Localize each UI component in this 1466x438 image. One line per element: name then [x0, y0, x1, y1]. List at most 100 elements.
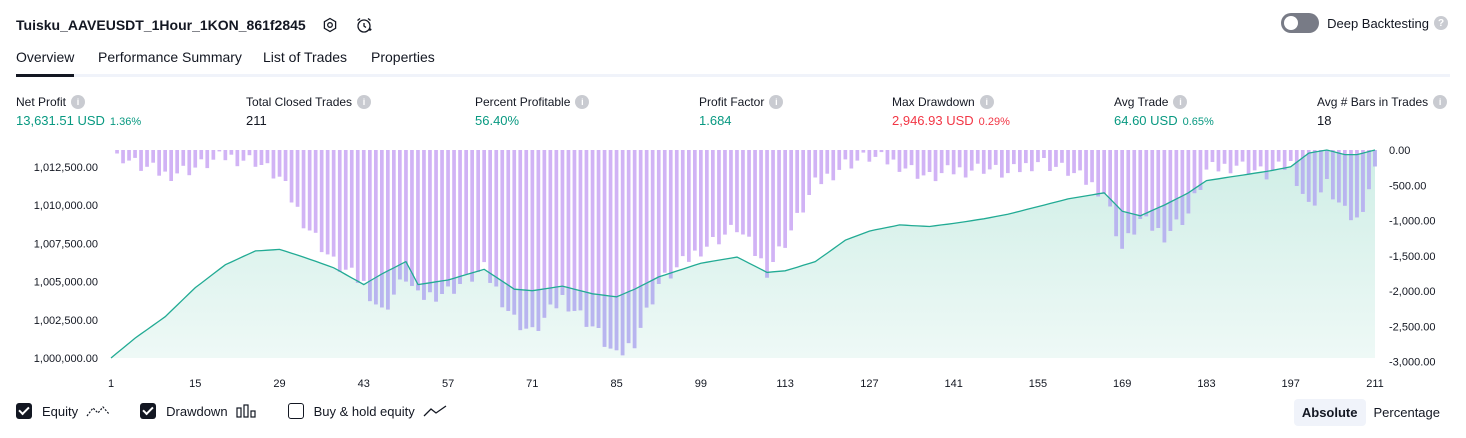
- info-icon[interactable]: i: [71, 94, 86, 109]
- drawdown-bar: [584, 150, 589, 327]
- metric-label: Avg Trade: [1114, 94, 1169, 109]
- drawdown-bar: [512, 150, 517, 315]
- y-left-tick-label: 1,010,000.00: [34, 200, 98, 212]
- drawdown-bar: [723, 150, 727, 235]
- help-icon[interactable]: ?: [1434, 16, 1448, 30]
- drawdown-bar: [879, 150, 884, 153]
- drawdown-bar: [1186, 150, 1191, 214]
- drawdown-bar: [1048, 150, 1052, 171]
- legend-drawdown[interactable]: Drawdown: [140, 403, 257, 419]
- drawdown-bar-overlap: [536, 289, 541, 331]
- percentage-mode-button[interactable]: Percentage: [1373, 405, 1441, 420]
- legend-equity-label: Equity: [42, 403, 79, 419]
- drawdown-bar: [1144, 150, 1149, 217]
- legend-buy-hold-label: Buy & hold equity: [313, 403, 415, 419]
- drawdown-bar: [187, 150, 192, 176]
- drawdown-bar-overlap: [602, 295, 607, 347]
- drawdown-bar: [506, 150, 511, 311]
- y-right-tick-label: 0.00: [1389, 145, 1410, 157]
- drawdown-bar: [325, 150, 330, 255]
- drawdown-bar: [392, 150, 396, 295]
- absolute-mode-button[interactable]: Absolute: [1293, 399, 1366, 426]
- drawdown-bar: [1108, 150, 1112, 207]
- drawdown-bar: [662, 150, 667, 273]
- drawdown-bar: [428, 150, 432, 293]
- x-tick-label: 43: [358, 378, 370, 390]
- drawdown-bar: [656, 150, 661, 284]
- x-tick-label: 57: [442, 378, 454, 390]
- drawdown-bar: [175, 150, 179, 174]
- drawdown-bar: [873, 150, 878, 157]
- drawdown-checkbox[interactable]: [140, 403, 157, 419]
- drawdown-bar-overlap: [500, 281, 505, 308]
- drawdown-bar-overlap: [1198, 184, 1203, 190]
- tab-performance-summary[interactable]: Performance Summary: [98, 49, 242, 65]
- metric-value: 13,631.51 USD: [16, 113, 105, 128]
- drawdown-bar: [488, 150, 492, 283]
- drawdown-bar-overlap: [620, 294, 625, 356]
- drawdown-bar: [1204, 150, 1209, 170]
- legend-buy-hold[interactable]: Buy & hold equity: [287, 403, 447, 419]
- metric-max-drawdown: Max Drawdown i 2,946.93 USD 0.29%: [892, 94, 1010, 128]
- metric-profit-factor: Profit Factor i 1.684: [699, 94, 784, 128]
- drawdown-bar-overlap: [1337, 153, 1341, 203]
- x-tick-label: 113: [776, 378, 794, 390]
- drawdown-bar: [319, 150, 324, 253]
- metric-value: 2,946.93 USD: [892, 113, 974, 128]
- drawdown-bar: [1216, 150, 1221, 172]
- strategy-title-row: Tuisku_AAVEUSDT_1Hour_1KON_861f2845: [16, 14, 374, 36]
- chart-legend: Equity Drawdown Buy & hold equity: [16, 403, 477, 419]
- drawdown-bar: [620, 150, 625, 356]
- drawdown-bar: [1228, 150, 1233, 174]
- alarm-clock-icon[interactable]: [354, 15, 374, 35]
- equity-checkbox[interactable]: [16, 403, 32, 419]
- tab-properties[interactable]: Properties: [371, 49, 435, 65]
- drawdown-bar-overlap: [656, 276, 661, 284]
- tab-bar: Overview Performance Summary List of Tra…: [16, 46, 1450, 77]
- drawdown-bar-overlap: [584, 292, 589, 327]
- drawdown-bar-overlap: [1319, 151, 1323, 193]
- settings-icon[interactable]: [320, 15, 340, 35]
- drawdown-bar-overlap: [452, 278, 456, 294]
- drawdown-bar: [963, 150, 968, 178]
- drawdown-bar-overlap: [530, 290, 535, 328]
- drawdown-bar: [380, 150, 384, 308]
- info-icon[interactable]: i: [769, 94, 784, 109]
- legend-equity[interactable]: Equity: [16, 403, 110, 419]
- drawdown-bar: [205, 150, 210, 169]
- drawdown-bar-overlap: [560, 286, 565, 295]
- equity-drawdown-chart[interactable]: 1,012,500.00 1,010,000.00 1,007,500.00 1,00…: [0, 140, 1466, 396]
- drawdown-bar-overlap: [1108, 198, 1112, 207]
- y-left-tick-label: 1,002,500.00: [34, 315, 98, 327]
- metric-percent: 1.36%: [109, 116, 142, 128]
- drawdown-bar: [1120, 150, 1124, 249]
- info-icon[interactable]: i: [1433, 94, 1448, 109]
- equity-line: [110, 149, 1376, 359]
- equity-area: [111, 150, 1375, 358]
- tab-overview[interactable]: Overview: [16, 49, 75, 77]
- drawdown-bar: [500, 150, 505, 308]
- drawdown-bar-overlap: [572, 289, 577, 311]
- tab-list-of-trades[interactable]: List of Trades: [263, 49, 348, 65]
- drawdown-bar: [578, 150, 583, 311]
- drawdown-bar: [741, 150, 745, 235]
- drawdown-bar: [223, 150, 228, 161]
- buy-hold-checkbox[interactable]: [287, 403, 304, 419]
- drawdown-bar-overlap: [1373, 150, 1377, 167]
- deep-backtesting-label: Deep Backtesting: [1327, 15, 1429, 31]
- drawdown-bar: [337, 150, 342, 272]
- drawdown-bar-overlap: [1162, 205, 1167, 243]
- info-icon[interactable]: i: [575, 94, 590, 109]
- deep-backtesting-toggle[interactable]: [1281, 13, 1320, 33]
- drawdown-bar: [735, 150, 739, 233]
- info-icon[interactable]: i: [979, 94, 994, 109]
- drawdown-bar: [711, 150, 715, 237]
- drawdown-bar-overlap: [590, 293, 595, 327]
- drawdown-bar: [145, 150, 149, 167]
- drawdown-bar: [981, 150, 986, 174]
- drawdown-bar: [343, 150, 348, 270]
- info-icon[interactable]: i: [1173, 94, 1188, 109]
- drawdown-bar: [566, 150, 571, 312]
- drawdown-bar-overlap: [458, 276, 462, 284]
- info-icon[interactable]: i: [357, 94, 372, 109]
